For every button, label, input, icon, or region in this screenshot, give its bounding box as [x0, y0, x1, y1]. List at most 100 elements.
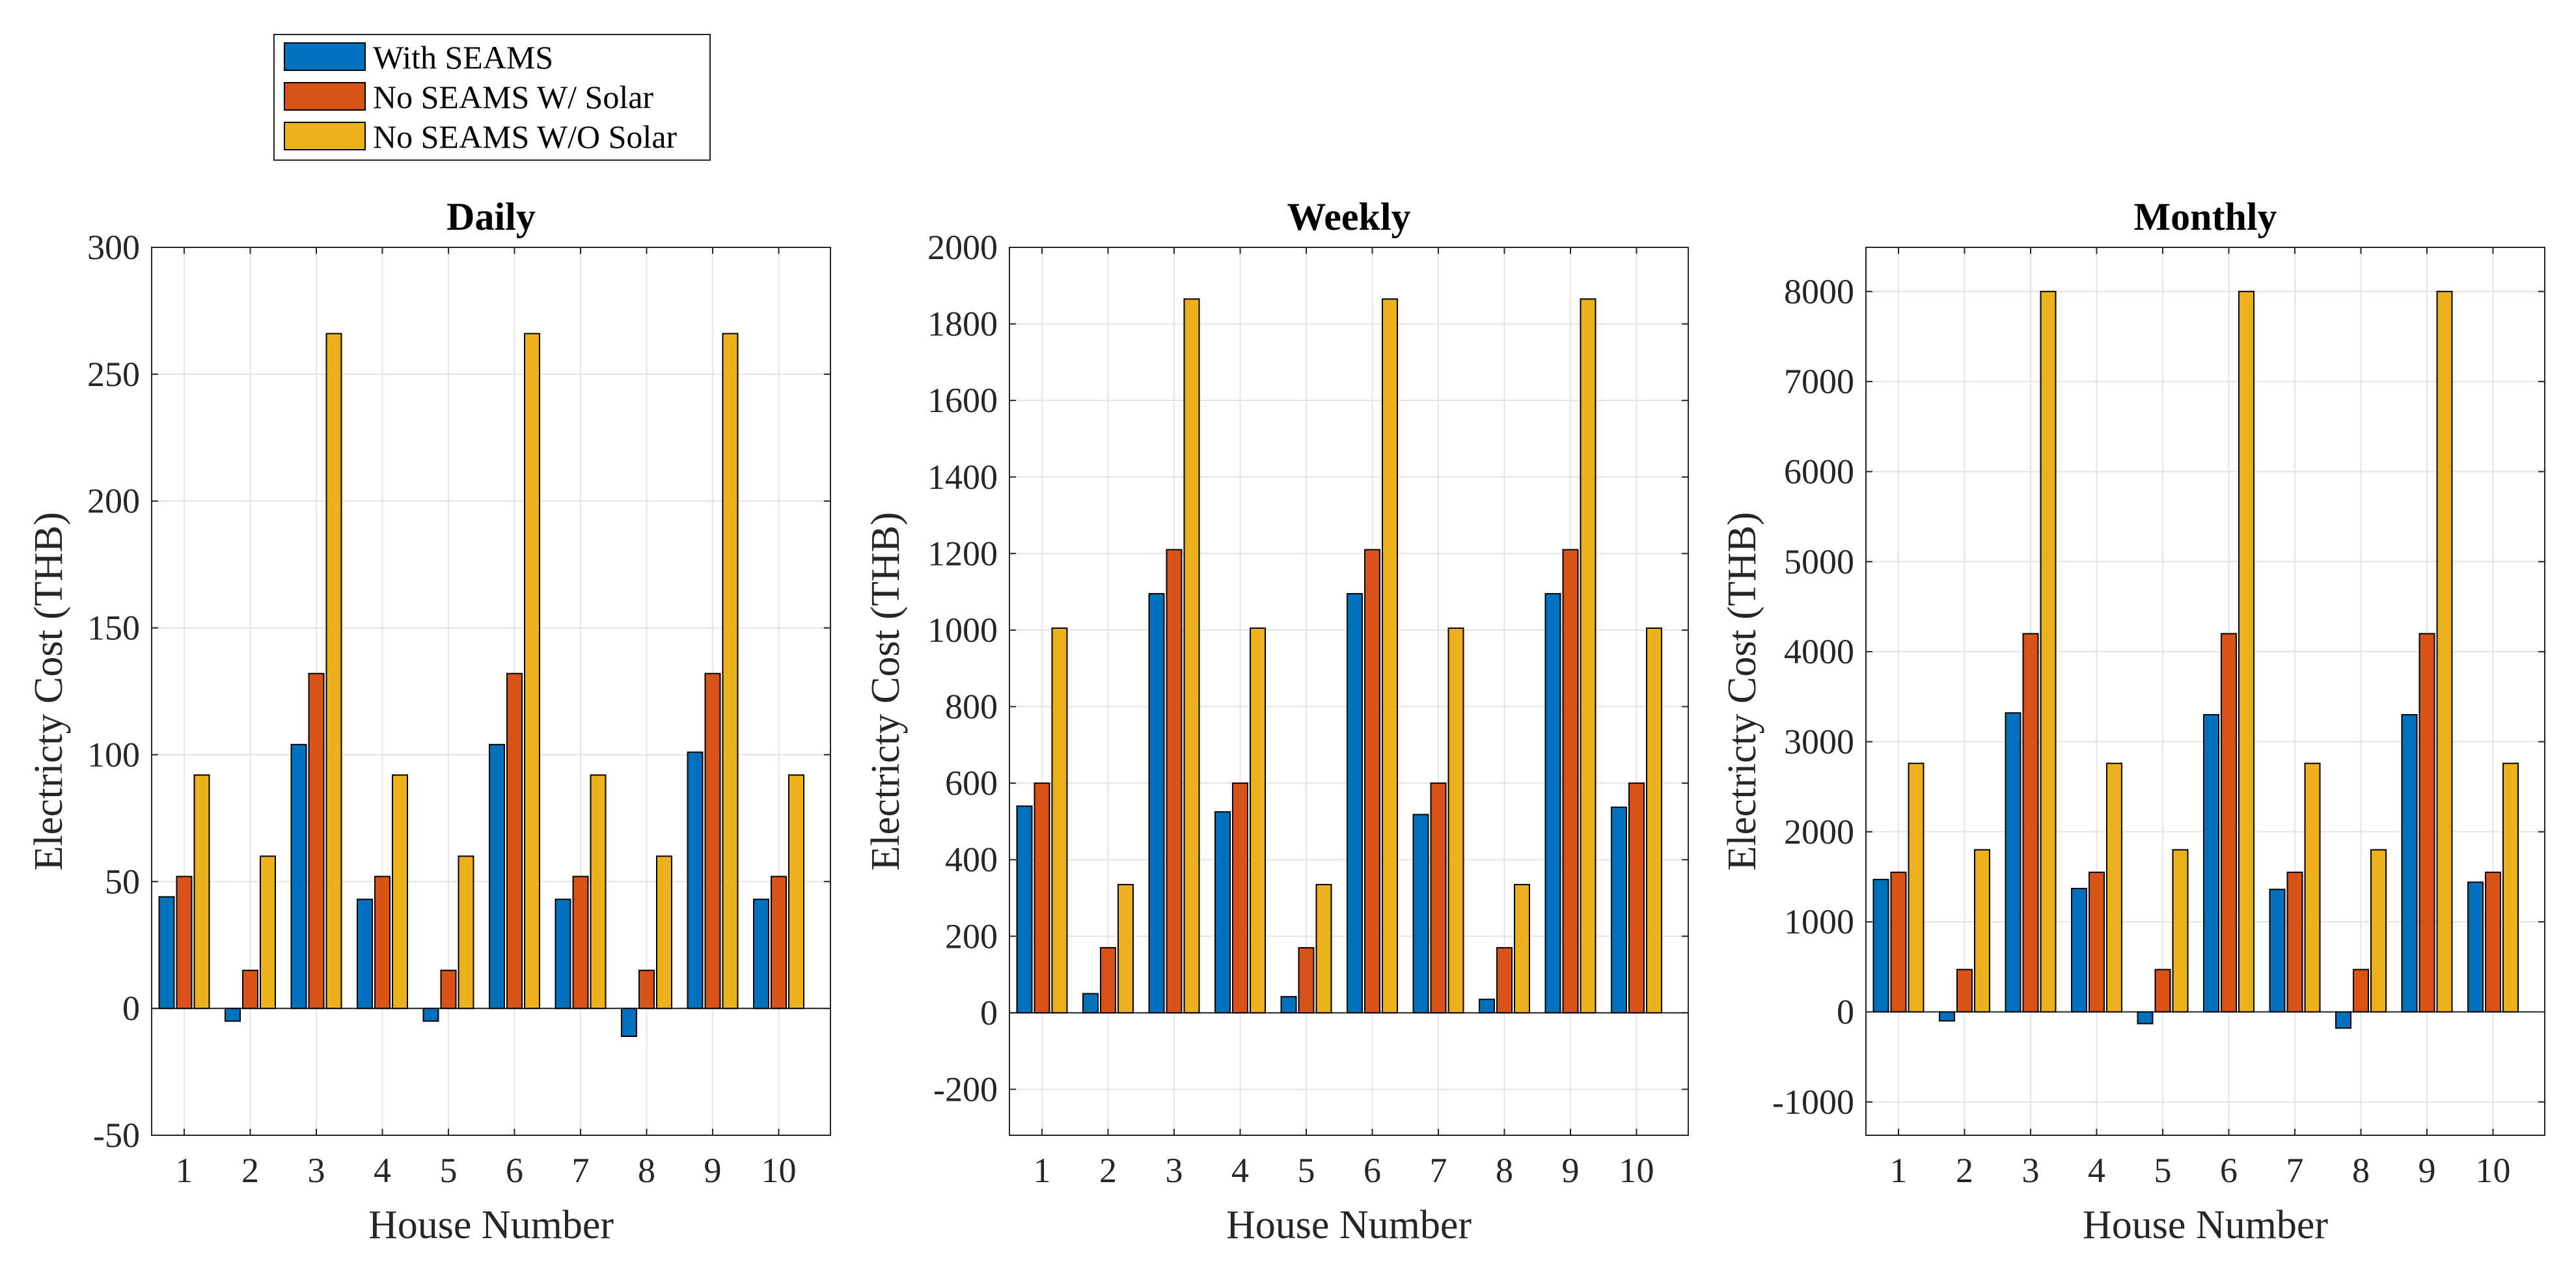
- daily-bar-house-5-series-3: [458, 855, 474, 1010]
- monthly-xtick-label: 8: [2352, 1151, 2370, 1190]
- daily-bar-house-8-series-1: [621, 1008, 637, 1038]
- weekly-bar-house-5-series-1: [1280, 996, 1297, 1014]
- daily-xtick-label: 3: [308, 1151, 325, 1190]
- weekly-xtick-label: 8: [1496, 1151, 1513, 1190]
- weekly-ytick-label: 0: [980, 993, 998, 1032]
- monthly-bar-house-4-series-3: [2106, 762, 2122, 1013]
- daily-bar-house-9-series-3: [722, 333, 739, 1010]
- daily-xtick-label: 10: [761, 1151, 797, 1190]
- monthly-bar-house-3-series-3: [2040, 290, 2057, 1013]
- daily-ytick-label: 0: [122, 989, 140, 1028]
- weekly-bar-house-6-series-2: [1364, 549, 1380, 1014]
- daily-bar-house-3-series-2: [308, 672, 325, 1010]
- monthly-ytick-label: 3000: [1784, 722, 1854, 761]
- weekly-bar-house-4-series-3: [1250, 627, 1266, 1014]
- monthly-bar-house-3-series-1: [2005, 712, 2021, 1013]
- weekly-bar-house-5-series-3: [1315, 883, 1332, 1014]
- daily-ytick-label: 150: [87, 609, 140, 648]
- daily-bar-house-6-series-1: [489, 743, 505, 1010]
- monthly-bar-house-5-series-2: [2154, 969, 2171, 1013]
- weekly-title: Weekly: [1287, 195, 1411, 238]
- monthly-xtick-label: 9: [2418, 1151, 2436, 1190]
- monthly-bar-house-10-series-3: [2502, 762, 2519, 1013]
- weekly-xtick-label: 1: [1034, 1151, 1051, 1190]
- monthly-bar-house-9-series-1: [2401, 713, 2418, 1013]
- weekly-ytick-label: -200: [933, 1070, 998, 1109]
- monthly-bar-house-2-series-3: [1974, 849, 1990, 1013]
- weekly-y-axis-label: Electricty Cost (THB): [864, 512, 908, 871]
- daily-title: Daily: [446, 195, 536, 238]
- monthly-xtick-label: 5: [2154, 1151, 2172, 1190]
- daily-bar-house-1-series-3: [193, 774, 210, 1010]
- weekly-bar-house-8-series-1: [1479, 999, 1495, 1014]
- weekly-plot-area: [1009, 247, 1689, 1136]
- weekly-bar-house-3-series-3: [1183, 298, 1200, 1014]
- weekly-ytick-label: 400: [945, 840, 998, 879]
- monthly-xtick-label: 2: [1956, 1151, 1973, 1190]
- monthly-y-axis-label: Electricty Cost (THB): [1720, 512, 1764, 871]
- weekly-bar-house-2-series-1: [1082, 993, 1099, 1014]
- monthly-bar-house-1-series-2: [1890, 872, 1907, 1013]
- daily-bar-house-10-series-3: [788, 774, 804, 1010]
- weekly-bar-house-2-series-2: [1100, 946, 1116, 1014]
- daily-xtick-label: 8: [638, 1151, 655, 1190]
- monthly-xtick-label: 4: [2088, 1151, 2105, 1190]
- weekly-bar-house-9-series-3: [1580, 298, 1596, 1014]
- weekly-ytick-label: 1000: [927, 611, 998, 650]
- daily-bar-house-4-series-2: [374, 876, 391, 1010]
- legend: With SEAMS No SEAMS W/ Solar No SEAMS W/…: [273, 34, 711, 161]
- daily-bar-house-10-series-1: [753, 898, 769, 1010]
- weekly-chart: -200 0 200 400 600 800 1000 1200 1400 1600 1800 200…: [864, 195, 1689, 1247]
- monthly-bar-house-5-series-1: [2137, 1011, 2154, 1025]
- monthly-bar-house-3-series-2: [2022, 633, 2039, 1013]
- daily-bar-house-8-series-3: [656, 855, 672, 1010]
- monthly-bar-house-6-series-3: [2238, 290, 2254, 1013]
- weekly-bar-house-3-series-1: [1148, 593, 1165, 1014]
- daily-bar-house-9-series-1: [687, 751, 704, 1010]
- daily-bar-house-3-series-3: [325, 333, 342, 1010]
- monthly-bar-house-7-series-3: [2304, 762, 2321, 1013]
- monthly-xtick-label: 7: [2286, 1151, 2304, 1190]
- monthly-title: Monthly: [2133, 195, 2277, 238]
- daily-bar-house-2-series-3: [260, 855, 276, 1010]
- weekly-bar-house-6-series-3: [1382, 298, 1398, 1014]
- weekly-ytick-label: 2000: [927, 228, 998, 267]
- daily-bar-house-10-series-2: [771, 876, 787, 1010]
- weekly-xtick-label: 2: [1099, 1151, 1117, 1190]
- daily-ytick-label: 250: [87, 355, 140, 394]
- weekly-bar-house-5-series-2: [1298, 946, 1315, 1014]
- weekly-bar-house-9-series-1: [1544, 593, 1561, 1014]
- daily-x-axis-label: House Number: [368, 1203, 614, 1247]
- monthly-bar-house-5-series-3: [2172, 849, 2189, 1013]
- monthly-xtick-label: 1: [1890, 1151, 1908, 1190]
- weekly-bar-house-10-series-3: [1646, 627, 1662, 1014]
- daily-ytick-label: -50: [93, 1116, 140, 1155]
- weekly-bar-house-7-series-1: [1412, 814, 1429, 1014]
- monthly-bar-house-4-series-2: [2089, 872, 2105, 1013]
- daily-y-axis-label: Electricty Cost (THB): [27, 512, 71, 871]
- weekly-bar-house-8-series-3: [1514, 883, 1530, 1014]
- daily-bar-house-5-series-2: [440, 969, 457, 1010]
- weekly-ytick-label: 600: [945, 764, 998, 803]
- weekly-bar-house-10-series-1: [1611, 807, 1627, 1014]
- daily-xtick-label: 5: [440, 1151, 458, 1190]
- weekly-xtick-label: 7: [1430, 1151, 1447, 1190]
- daily-bar-house-8-series-2: [638, 969, 655, 1010]
- weekly-xtick-label: 10: [1619, 1151, 1654, 1190]
- monthly-xtick-label: 3: [2022, 1151, 2040, 1190]
- daily-xtick-label: 9: [704, 1151, 722, 1190]
- weekly-bar-house-3-series-2: [1166, 549, 1183, 1014]
- daily-ytick-label: 200: [87, 482, 140, 521]
- monthly-bar-house-8-series-2: [2353, 969, 2369, 1013]
- weekly-xtick-label: 6: [1363, 1151, 1381, 1190]
- daily-bar-house-6-series-3: [524, 333, 540, 1010]
- monthly-plot-area: [1865, 247, 2545, 1136]
- legend-label-no-seams-no-solar: No SEAMS W/O Solar: [373, 118, 678, 155]
- weekly-xtick-label: 9: [1562, 1151, 1580, 1190]
- weekly-ytick-label: 800: [945, 687, 998, 726]
- monthly-bar-house-9-series-2: [2418, 633, 2435, 1013]
- monthly-ytick-label: 0: [1837, 992, 1854, 1031]
- daily-bar-house-3-series-1: [290, 743, 307, 1010]
